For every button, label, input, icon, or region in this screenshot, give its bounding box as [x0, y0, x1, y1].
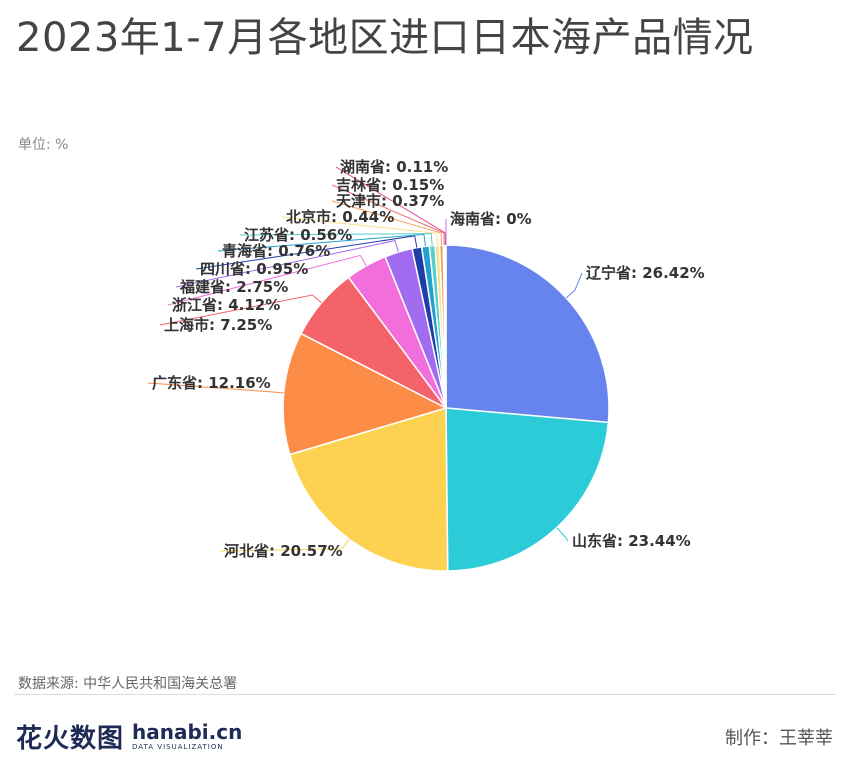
leader-line-河北省 — [219, 538, 350, 552]
leader-line-湖南省 — [335, 166, 446, 246]
logo-cn-text: 花火数图 — [16, 723, 125, 754]
leader-line-天津市 — [331, 200, 442, 246]
pie-slice-山东省 — [445, 407, 610, 572]
leader-line-吉林省 — [331, 184, 445, 246]
leader-line-上海市 — [159, 294, 322, 326]
chart-title: 2023年1-7月各地区进口日本海产品情况 — [16, 15, 754, 61]
leader-line-北京市 — [281, 216, 438, 246]
slice-label-四川省: 四川省: 0.95% — [200, 260, 308, 278]
slice-label-浙江省: 浙江省: 4.12% — [172, 296, 280, 314]
slice-label-辽宁省: 辽宁省: 26.42% — [586, 264, 705, 282]
footer-divider — [14, 694, 836, 695]
slice-label-广东省: 广东省: 12.16% — [152, 374, 271, 392]
slice-label-福建省: 福建省: 2.75% — [179, 278, 288, 296]
leader-line-四川省 — [195, 235, 418, 270]
leader-line-江苏省 — [239, 233, 433, 246]
logo-en-subtext: DATA VISUALIZATION — [132, 742, 224, 751]
leader-line-浙江省 — [167, 254, 367, 306]
leader-line-辽宁省 — [565, 272, 583, 299]
slice-label-青海省: 青海省: 0.76% — [222, 242, 330, 260]
slice-label-北京市: 北京市: 0.44% — [286, 208, 394, 226]
slice-label-吉林省: 吉林省: 0.15% — [336, 176, 444, 194]
slice-label-山东省: 山东省: 23.44% — [572, 532, 691, 550]
leader-line-福建省 — [175, 240, 399, 288]
slice-label-天津市: 天津市: 0.37% — [336, 192, 444, 210]
data-source: 数据来源: 中华人民共和国海关总署 — [18, 676, 238, 692]
pie-slice-河北省 — [288, 406, 449, 572]
logo-en-text: hanabi.cn — [132, 719, 243, 744]
slice-label-海南省: 海南省: 0% — [450, 210, 532, 228]
brand-logo: 花火数图 hanabi.cn DATA VISUALIZATION — [16, 718, 242, 754]
slice-label-上海市: 上海市: 7.25% — [164, 316, 272, 334]
leader-line-青海省 — [217, 233, 426, 252]
slice-label-湖南省: 湖南省: 0.11% — [340, 158, 448, 176]
slice-label-江苏省: 江苏省: 0.56% — [244, 226, 352, 244]
author-credit: 制作：王莘莘 — [725, 728, 833, 749]
unit-label: 单位: % — [18, 137, 69, 153]
logo-en: hanabi.cn DATA VISUALIZATION — [132, 722, 242, 751]
pie-slice-辽宁省 — [445, 244, 610, 424]
leader-line-广东省 — [147, 382, 284, 394]
leader-line-山东省 — [556, 527, 569, 542]
pie-chart: 辽宁省: 26.42% 山东省: 23.44% 河北省: 20.57% 广东省: 12… — [147, 158, 705, 572]
slice-label-河北省: 河北省: 20.57% — [224, 542, 343, 560]
